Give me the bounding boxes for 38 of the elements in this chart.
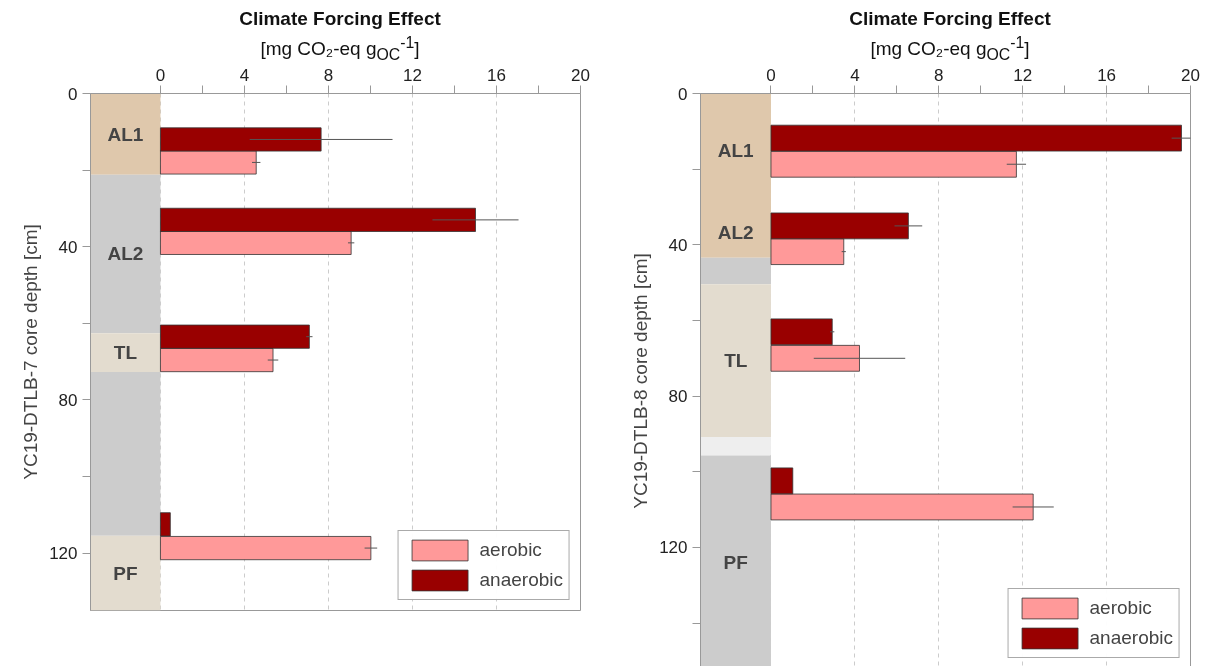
y-axis-title: YC19-DTLB-7 core depth [cm] — [20, 224, 42, 480]
band-label: AL1 — [717, 139, 755, 161]
band-label: PF — [723, 551, 748, 573]
chart-subtitle: [mg CO₂-eq g$_{OC}$$^{-1}$] — [259, 33, 421, 66]
x-tick-label: 8 — [323, 65, 334, 85]
y-tick-label: 120 — [49, 544, 78, 564]
band-label: PF — [113, 562, 138, 584]
x-tick-label: 20 — [1181, 65, 1200, 85]
x-tick-label: 16 — [1097, 65, 1117, 85]
chart-title: Climate Forcing Effect — [848, 7, 1052, 31]
x-tick-label: 4 — [850, 65, 860, 85]
x-tick-label: 16 — [487, 65, 506, 85]
y-axis-title: YC19-DTLB-8 core depth [cm] — [630, 253, 652, 509]
x-tick-label: 12 — [1013, 65, 1033, 85]
x-tick-label: 0 — [766, 65, 776, 85]
legend-label: aerobic — [1089, 597, 1152, 619]
chart-title: Climate Forcing Effect — [238, 7, 442, 31]
x-tick-label: 8 — [934, 65, 944, 85]
x-tick-label: 0 — [155, 65, 166, 85]
x-tick-label: 12 — [403, 65, 422, 85]
y-tick-label: 0 — [678, 84, 688, 104]
legend-label: anaerobic — [1089, 627, 1173, 649]
band-label: AL1 — [107, 123, 144, 145]
band-label: TL — [113, 342, 138, 364]
band-label: AL2 — [107, 243, 144, 265]
band-label: AL2 — [717, 221, 754, 243]
x-tick-label: 20 — [571, 65, 590, 85]
y-tick-label: 0 — [68, 84, 78, 104]
y-tick-label: 80 — [668, 387, 688, 407]
legend-label: aerobic — [479, 539, 542, 561]
y-tick-label: 120 — [659, 538, 688, 558]
legend-label: anaerobic — [479, 569, 563, 591]
y-tick-label: 80 — [58, 390, 78, 410]
band-label: TL — [724, 350, 748, 372]
x-tick-label: 4 — [239, 65, 250, 85]
y-tick-label: 40 — [58, 237, 78, 257]
chart-subtitle: [mg CO₂-eq g$_{OC}$$^{-1}$] — [869, 33, 1031, 66]
y-tick-label: 40 — [668, 235, 688, 255]
